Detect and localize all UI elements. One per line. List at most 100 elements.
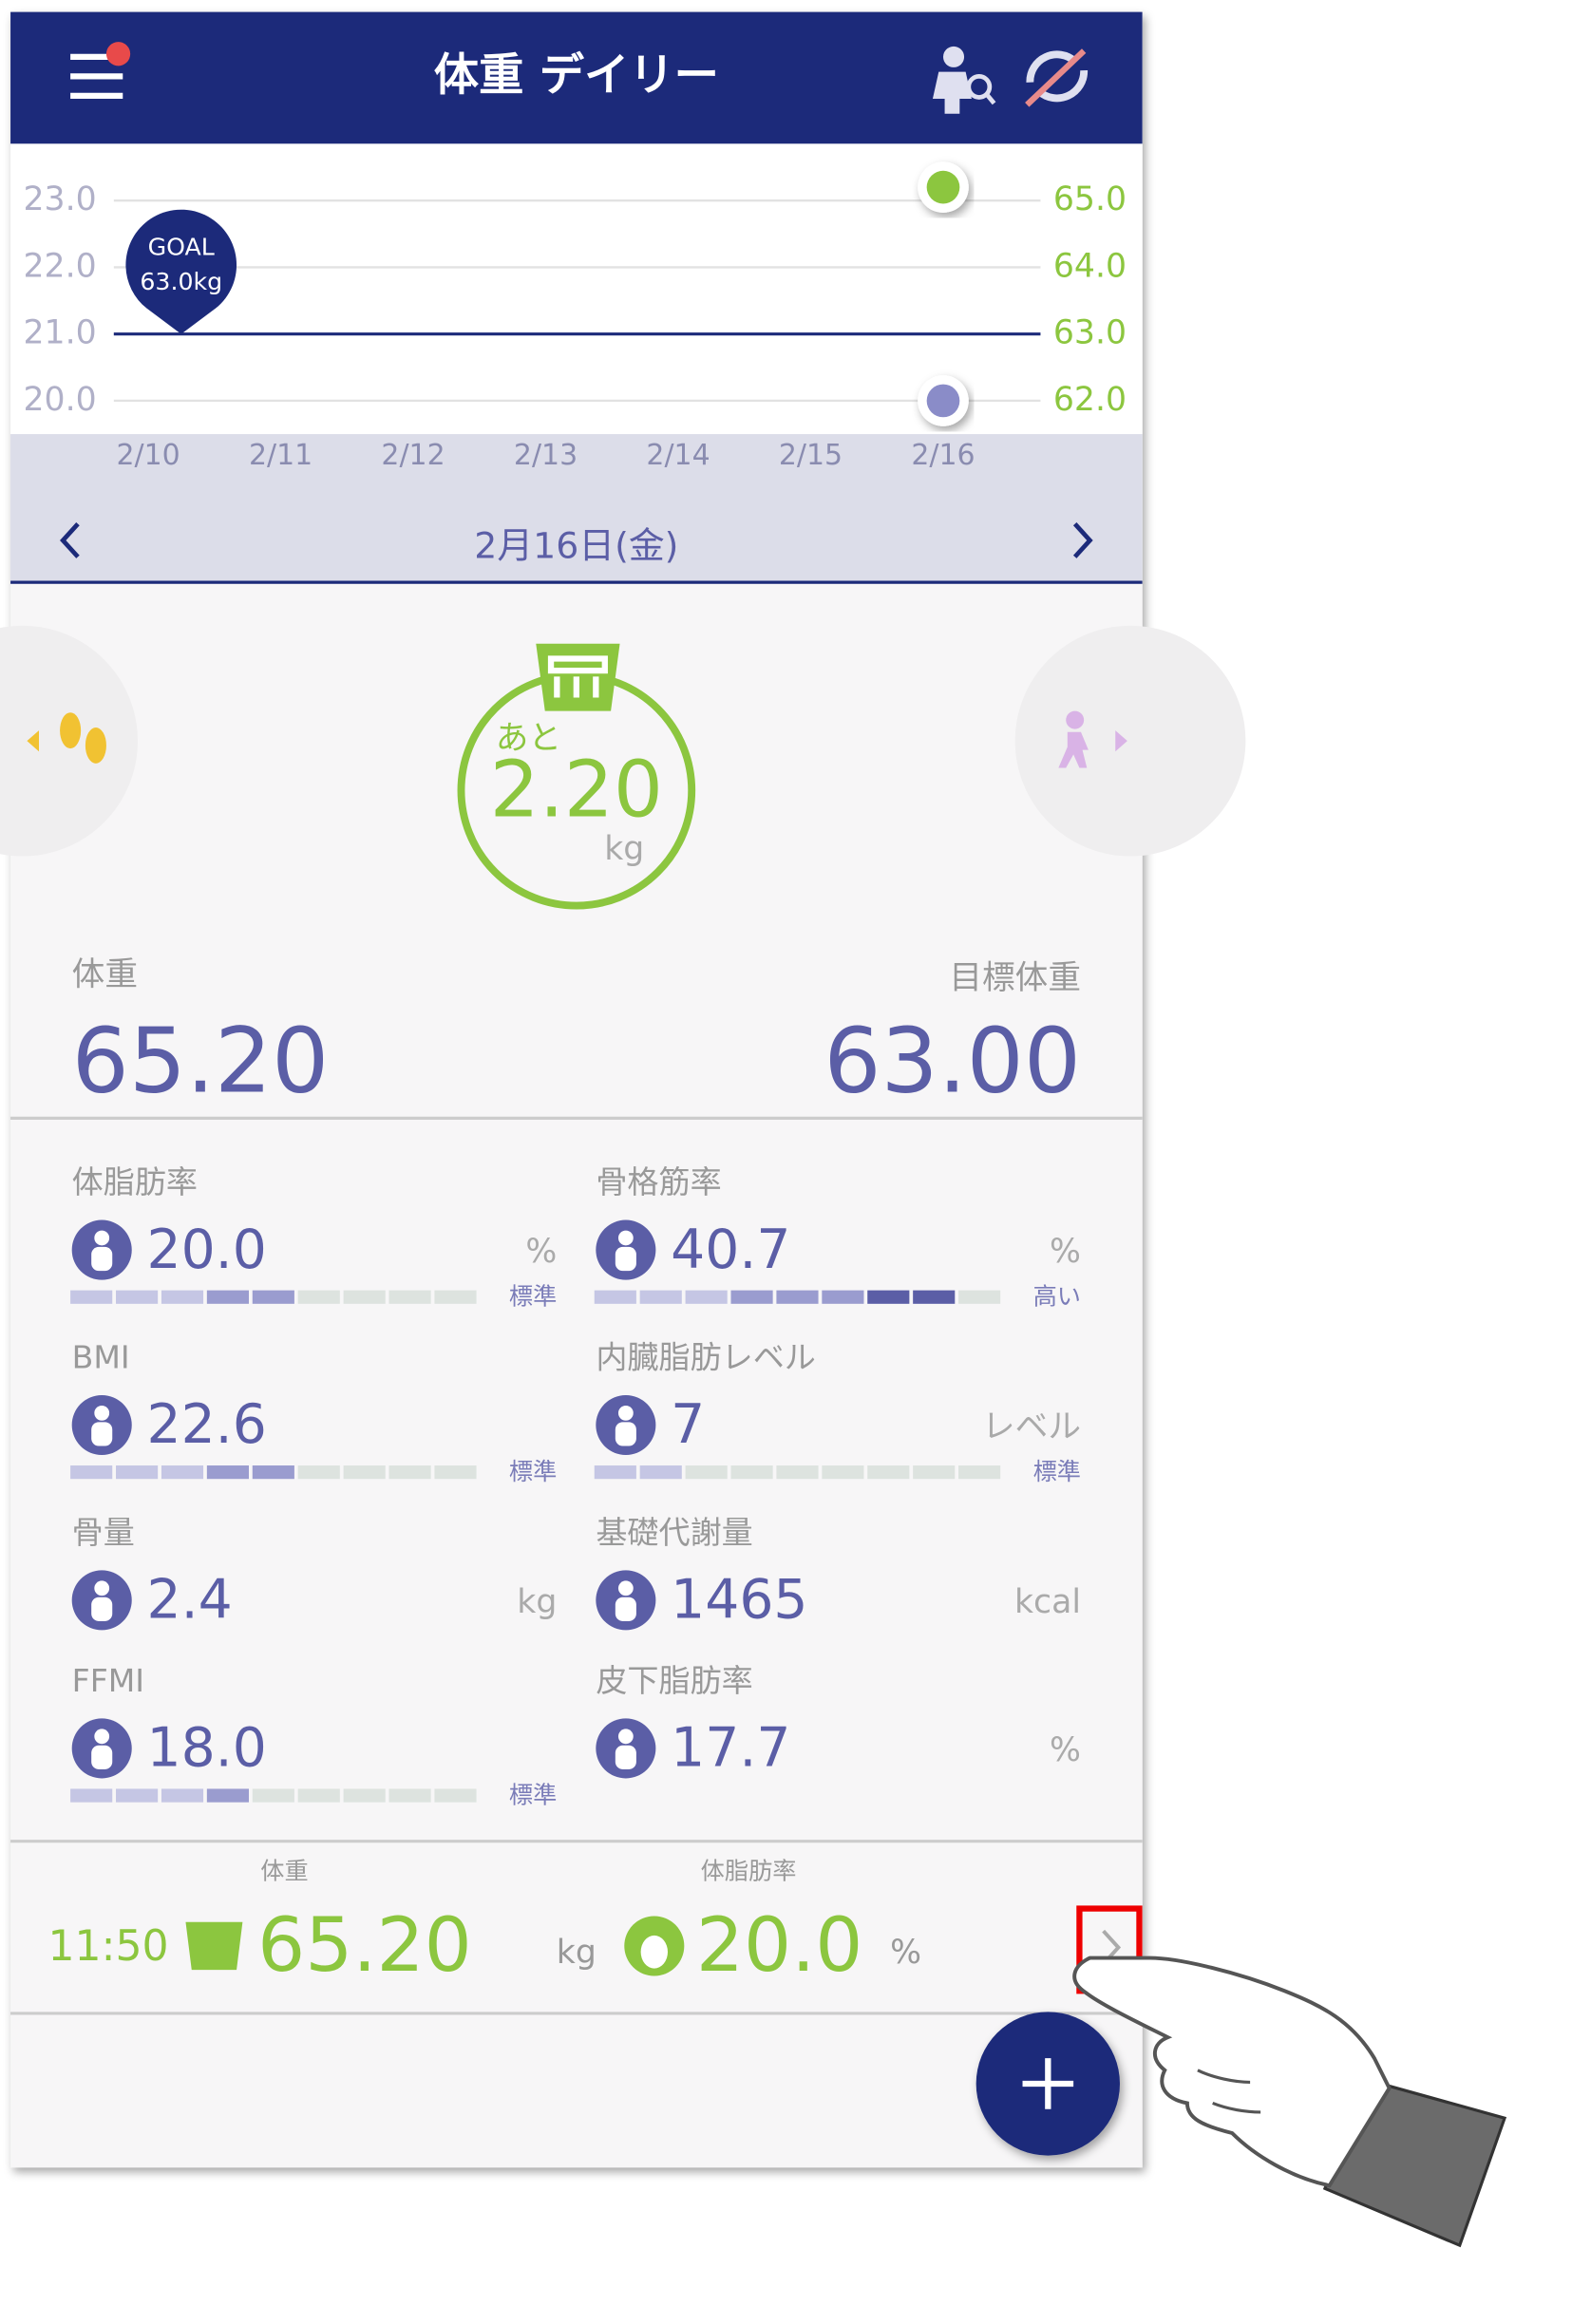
target-label: 目標体重 <box>949 959 1081 997</box>
gauge-segment <box>822 1290 864 1304</box>
gauge-segment <box>867 1465 910 1480</box>
metric-unit: kcal <box>1014 1583 1081 1621</box>
user-search-icon[interactable] <box>932 46 996 114</box>
y2-tick-label: 62.0 <box>1053 381 1127 419</box>
next-mode[interactable] <box>1014 625 1246 857</box>
record-header: 体重 <box>260 1858 308 1885</box>
goal-label: 63.0kg <box>140 268 222 295</box>
gauge-segment <box>297 1465 340 1480</box>
metric-label: 内臓脂肪レベル <box>596 1339 816 1376</box>
y2-tick-label: 63.0 <box>1053 314 1127 352</box>
y-tick-label: 22.0 <box>23 247 96 285</box>
metric-icon-body <box>615 1246 636 1272</box>
weight-label: 体重 <box>72 956 138 994</box>
ring-value: 2.20 <box>490 745 663 835</box>
x-tick-label: 2/11 <box>249 439 313 472</box>
metric-icon-head <box>94 1729 110 1745</box>
gauge-segment <box>388 1290 431 1304</box>
record-header: 体脂肪率 <box>701 1858 797 1885</box>
date: 2月16日(金) <box>474 524 678 566</box>
gauge-segment <box>116 1465 159 1480</box>
gauge-segment <box>252 1788 294 1803</box>
arrow <box>1115 730 1127 752</box>
ring-unit: kg <box>604 830 644 868</box>
next-button[interactable] <box>1072 522 1093 558</box>
x-tick-label: 2/16 <box>911 439 975 472</box>
metric-icon-head <box>94 1405 110 1421</box>
record-unit: % <box>890 1934 921 1972</box>
x-tick-label: 2/14 <box>646 439 710 472</box>
steps-icon <box>60 712 106 764</box>
metric-value: 18.0 <box>146 1717 266 1780</box>
metric-unit: レベル <box>982 1408 1081 1446</box>
gauge-segment <box>343 1788 386 1803</box>
metric-unit: % <box>525 1233 557 1271</box>
metric-unit: % <box>1050 1233 1081 1271</box>
gauge-segment <box>206 1465 249 1480</box>
scale-icon <box>536 643 620 711</box>
metric-value: 20.0 <box>146 1219 266 1281</box>
metric-icon-head <box>617 1729 634 1745</box>
y-tick-label: 23.0 <box>23 180 96 218</box>
metric-label: 基礎代謝量 <box>596 1514 752 1551</box>
gauge-segment <box>594 1290 636 1304</box>
x-tick-label: 2/15 <box>779 439 843 472</box>
gauge-segment <box>388 1465 431 1480</box>
gauge-segment <box>434 1290 477 1304</box>
gauge-segment <box>822 1465 864 1480</box>
metric-label: 体脂肪率 <box>72 1163 198 1200</box>
y-tick-label: 21.0 <box>23 314 96 352</box>
pointing-hand <box>1072 1956 1507 2248</box>
metric-icon-body <box>615 1422 636 1446</box>
record-weight: 65.20 <box>257 1901 472 1989</box>
metric-icon-body <box>615 1597 636 1621</box>
metric-label: FFMI <box>72 1662 144 1699</box>
sync-off-icon[interactable] <box>1025 48 1089 107</box>
metric-icon-body <box>91 1597 113 1621</box>
badge <box>105 42 131 66</box>
metric-status: 標準 <box>1033 1458 1081 1485</box>
gauge-segment <box>958 1465 1001 1480</box>
gauge-segment <box>730 1290 773 1304</box>
metric-value: 22.6 <box>146 1393 266 1456</box>
scale-icon <box>185 1921 243 1971</box>
metric-unit: kg <box>517 1583 557 1621</box>
metric-value: 1465 <box>671 1569 807 1632</box>
gauge-segment <box>913 1290 956 1304</box>
gauge-segment <box>116 1290 159 1304</box>
prev-button[interactable] <box>60 522 80 558</box>
gauge-segment <box>639 1465 682 1480</box>
record-row[interactable]: 体重 体脂肪率 11:50 65.20 kg 20.0 % <box>47 1858 1122 1989</box>
y-tick-label: 20.0 <box>23 381 96 419</box>
metric-label: BMI <box>72 1339 130 1376</box>
metric-icon-body <box>615 1745 636 1769</box>
metric-label: 皮下脂肪率 <box>596 1662 752 1699</box>
metric-icon-head <box>94 1580 110 1597</box>
gauge-segment <box>958 1290 1001 1304</box>
fat-icon-body <box>640 1935 668 1969</box>
ring-prefix: あと <box>496 720 561 758</box>
gauge-segment <box>776 1465 819 1480</box>
x-tick-label: 2/12 <box>381 439 445 472</box>
gauge-segment <box>685 1465 728 1480</box>
gauge-segment <box>730 1465 773 1480</box>
metric-icon-head <box>617 1580 634 1597</box>
gauge-segment <box>685 1290 728 1304</box>
metric-value: 7 <box>671 1393 705 1456</box>
metric-value: 2.4 <box>146 1569 232 1632</box>
metric-status: 標準 <box>509 1781 557 1808</box>
metric-icon-body <box>91 1246 113 1272</box>
gauge-segment <box>639 1290 682 1304</box>
gauge-segment <box>70 1290 113 1304</box>
date-band <box>10 434 1143 584</box>
metric-label: 骨格筋率 <box>596 1163 721 1200</box>
goal-pin <box>125 209 237 334</box>
metric-icon-head <box>94 1230 110 1246</box>
gauge-segment <box>161 1465 204 1480</box>
gauge-segment <box>594 1465 636 1480</box>
y2-tick-label: 65.0 <box>1053 180 1127 218</box>
record-fat: 20.0 <box>696 1901 862 1989</box>
